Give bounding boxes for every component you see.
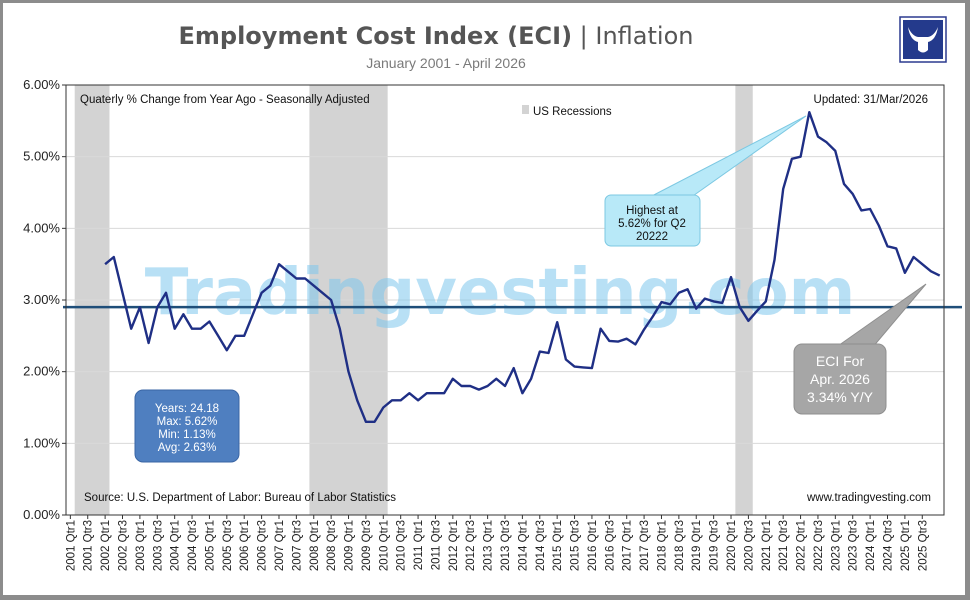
x-tick-label-36: 2019 Qtr1 [691,520,703,571]
bull-logo-icon [900,17,946,62]
x-tick-label-48: 2025 Qtr1 [900,520,912,571]
x-tick-label-37: 2019 Qtr3 [709,520,721,571]
x-tick-label-40: 2021 Qtr1 [761,520,773,571]
x-tick-label-33: 2017 Qtr3 [639,520,651,571]
x-tick-label-38: 2020 Qtr1 [726,520,738,571]
x-tick-label-4: 2003 Qtr1 [135,520,147,571]
chart-title: Employment Cost Index (ECI) | Inflation [179,22,694,50]
x-tick-label-2: 2002 Qtr1 [100,520,112,571]
x-tick-label-43: 2022 Qtr3 [813,520,825,571]
callout-latest-line3: 3.34% Y/Y [807,389,874,405]
x-tick-label-1: 2001 Qtr3 [83,520,95,571]
x-tick-label-22: 2012 Qtr1 [448,520,460,571]
source-label: Source: U.S. Department of Labor: Bureau… [84,492,396,504]
x-tick-label-44: 2023 Qtr1 [830,520,842,571]
x-tick-label-49: 2025 Qtr3 [917,520,929,571]
stats-min: Min: 1.13% [158,429,216,441]
x-tick-label-45: 2023 Qtr3 [848,520,860,571]
x-tick-label-31: 2016 Qtr3 [604,520,616,571]
stats-avg: Avg: 2.63% [158,442,217,454]
y-tick-label-2: 2.00% [23,364,60,379]
x-tick-label-13: 2007 Qtr3 [291,520,303,571]
x-tick-label-14: 2008 Qtr1 [309,520,321,571]
stats-years: Years: 24.18 [155,403,219,415]
x-tick-label-30: 2016 Qtr1 [587,520,599,571]
x-tick-label-39: 2020 Qtr3 [743,520,755,571]
eci-chart: Employment Cost Index (ECI) | Inflation … [0,0,970,600]
x-tick-label-28: 2015 Qtr1 [552,520,564,571]
callout-latest-line1: ECI For [816,353,865,369]
website-label: www.tradingvesting.com [806,492,931,504]
x-tick-label-11: 2006 Qtr3 [257,520,269,571]
x-tick-label-17: 2009 Qtr3 [361,520,373,571]
y-tick-label-3: 3.00% [23,292,60,307]
x-tick-label-21: 2011 Qtr3 [431,520,443,570]
y-tick-label-5: 5.00% [23,149,60,164]
y-tick-label-4: 4.00% [23,220,60,235]
x-axis-ticks: 2001 Qtr1 2001 Qtr3 2002 Qtr1 2002 Qtr3 2003… [65,515,929,571]
x-tick-label-6: 2004 Qtr1 [170,520,182,571]
y-axis-ticks: 0.00% 1.00% 2.00% 3.00% 4.00% 5.00% 6.00% [23,77,66,522]
callout-highest-line1: Highest at [626,205,679,217]
x-tick-label-5: 2003 Qtr3 [152,520,164,571]
x-tick-label-34: 2018 Qtr1 [657,520,669,571]
y-tick-label-1: 1.00% [23,435,60,450]
x-tick-label-9: 2005 Qtr3 [222,520,234,571]
x-tick-label-8: 2005 Qtr1 [204,520,216,571]
series-description: Quaterly % Change from Year Ago - Season… [80,94,370,106]
x-tick-label-15: 2008 Qtr3 [326,520,338,571]
x-tick-label-20: 2011 Qtr1 [413,520,425,570]
chart-subtitle: January 2001 - April 2026 [366,55,526,71]
x-tick-label-32: 2017 Qtr1 [622,520,634,571]
x-tick-label-47: 2024 Qtr3 [883,520,895,571]
x-tick-label-46: 2024 Qtr1 [865,520,877,571]
x-tick-label-25: 2013 Qtr3 [500,520,512,571]
recession-legend-label: US Recessions [533,106,612,118]
x-tick-label-41: 2021 Qtr3 [778,520,790,571]
x-tick-label-19: 2010 Qtr3 [396,520,408,571]
x-tick-label-23: 2012 Qtr3 [465,520,477,571]
x-tick-label-27: 2014 Qtr3 [535,520,547,571]
updated-label: Updated: 31/Mar/2026 [814,94,928,106]
x-tick-label-42: 2022 Qtr1 [796,520,808,571]
recession-legend-swatch [522,105,529,114]
stats-box: Years: 24.18 Max: 5.62% Min: 1.13% Avg: … [135,390,239,462]
y-tick-label-6: 6.00% [23,77,60,92]
x-tick-label-16: 2009 Qtr1 [344,520,356,571]
callout-highest: Highest at 5.62% for Q2 20222 [605,116,806,246]
callout-highest-line2: 5.62% for Q2 [618,218,686,230]
x-tick-label-18: 2010 Qtr1 [378,520,390,571]
x-tick-label-29: 2015 Qtr3 [570,520,582,571]
stats-max: Max: 5.62% [157,416,218,428]
y-tick-label-0: 0.00% [23,507,60,522]
x-tick-label-24: 2013 Qtr1 [483,520,495,571]
title-separator: | [572,22,595,50]
title-main: Employment Cost Index (ECI) [179,22,573,50]
x-tick-label-35: 2018 Qtr3 [674,520,686,571]
callout-highest-line3: 20222 [636,231,668,243]
x-tick-label-12: 2007 Qtr1 [274,520,286,571]
x-tick-label-0: 2001 Qtr1 [65,520,77,571]
x-tick-label-3: 2002 Qtr3 [118,520,130,571]
recession-legend: US Recessions [522,105,612,118]
callout-latest-line2: Apr. 2026 [810,371,870,387]
x-tick-label-7: 2004 Qtr3 [187,520,199,571]
title-light: Inflation [595,22,693,50]
x-tick-label-26: 2014 Qtr1 [517,520,529,571]
x-tick-label-10: 2006 Qtr1 [239,520,251,571]
